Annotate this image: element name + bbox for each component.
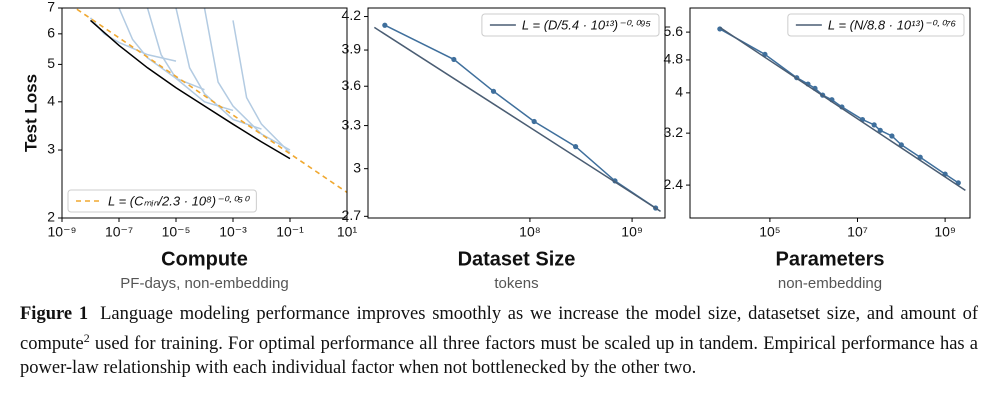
data-point	[573, 144, 579, 150]
y-tick-label: 2.7	[342, 207, 362, 223]
x-tick-label: 10⁻⁹	[48, 224, 77, 240]
data-line	[90, 19, 291, 160]
y-tick-label: 3.6	[342, 77, 362, 93]
y-tick-label: 3.3	[342, 116, 362, 132]
legend-label: L = (N/8.8 · 10¹³)⁻⁰·⁰⁷⁶	[828, 17, 957, 32]
axes-frame	[689, 7, 971, 219]
data-point	[889, 133, 895, 139]
y-tick-label: 4	[675, 84, 683, 100]
y-tick-label: 2	[47, 209, 55, 225]
axes-frame	[367, 7, 666, 219]
legend-box	[481, 13, 660, 37]
fit-line	[373, 26, 661, 212]
x-tick-label: 10⁵	[759, 224, 780, 240]
caption-text: Language modeling performance improves s…	[20, 304, 978, 355]
data-point	[451, 56, 457, 63]
y-tick-label: 6	[47, 25, 55, 41]
y-tick-label: 5	[47, 55, 55, 71]
x-axis-subtitle: PF-days, non-embedding	[120, 275, 288, 292]
data-line	[719, 28, 959, 184]
x-tick-label: 10⁹	[934, 224, 956, 240]
data-point	[382, 22, 388, 28]
y-tick-label: 3.2	[664, 124, 684, 140]
legend-box	[787, 13, 965, 37]
y-tick-label: 5.6	[664, 23, 684, 39]
fit-line	[719, 26, 966, 192]
x-tick-label: 10⁻⁵	[162, 224, 191, 240]
y-tick-label: 3	[353, 159, 361, 175]
plot-area	[717, 26, 966, 192]
data-line	[203, 8, 291, 151]
plot-area	[373, 22, 661, 212]
y-tick-label: 2.4	[664, 176, 684, 192]
x-tick-label: 10¹	[337, 224, 358, 240]
fit-line	[73, 8, 347, 194]
y-tick-label: 7	[47, 0, 55, 15]
y-tick-label: 4.2	[342, 7, 362, 23]
data-point	[898, 142, 904, 148]
legend-box	[67, 189, 257, 213]
data-point	[490, 88, 497, 94]
data-line	[146, 8, 234, 112]
x-tick-label: 10⁸	[519, 224, 541, 240]
axes-frame	[61, 7, 348, 219]
x-axis-title: Dataset Size	[458, 248, 576, 270]
caption-text: used for training. For optimal performan…	[20, 334, 978, 379]
legend-label: L = (D/5.4 · 10¹³)⁻⁰·⁰⁹⁵	[522, 17, 652, 32]
x-tick-label: 10⁹	[621, 224, 643, 240]
y-tick-label: 4.8	[664, 51, 684, 67]
x-tick-label: 10⁻³	[219, 224, 247, 240]
legend-label: L = (Cₘᵢₙ/2.3 · 10⁸)⁻⁰·⁰⁵⁰	[108, 193, 250, 208]
x-tick-label: 10⁻¹	[276, 224, 304, 240]
x-axis-title: Compute	[161, 248, 248, 270]
x-axis-title: Parameters	[776, 248, 885, 270]
footnote: 2	[83, 331, 90, 345]
data-point	[877, 127, 883, 133]
x-axis-subtitle: non-embedding	[778, 275, 882, 292]
x-tick-label: 10⁷	[847, 224, 868, 240]
y-axis-title: Test Loss	[21, 74, 40, 152]
data-line	[232, 20, 291, 154]
x-axis-subtitle: tokens	[494, 275, 538, 292]
data-point	[917, 154, 923, 160]
y-tick-label: 3.9	[342, 41, 362, 57]
x-tick-label: 10⁻⁷	[105, 224, 133, 240]
data-point	[871, 122, 877, 128]
figure-label: Figure 1	[20, 304, 89, 324]
plot-area	[73, 8, 347, 194]
y-tick-label: 4	[47, 93, 55, 109]
data-point	[531, 118, 537, 125]
caption: Figure 1 Language modeling performance im…	[20, 302, 978, 380]
data-line	[175, 8, 262, 130]
y-tick-label: 3	[47, 141, 55, 157]
figure: 2 3 4 5 6 7 10⁻⁹ 10⁻⁷ 10⁻⁵ 10⁻³ 10⁻¹ 10¹ Compute PF-d…	[21, 0, 971, 292]
